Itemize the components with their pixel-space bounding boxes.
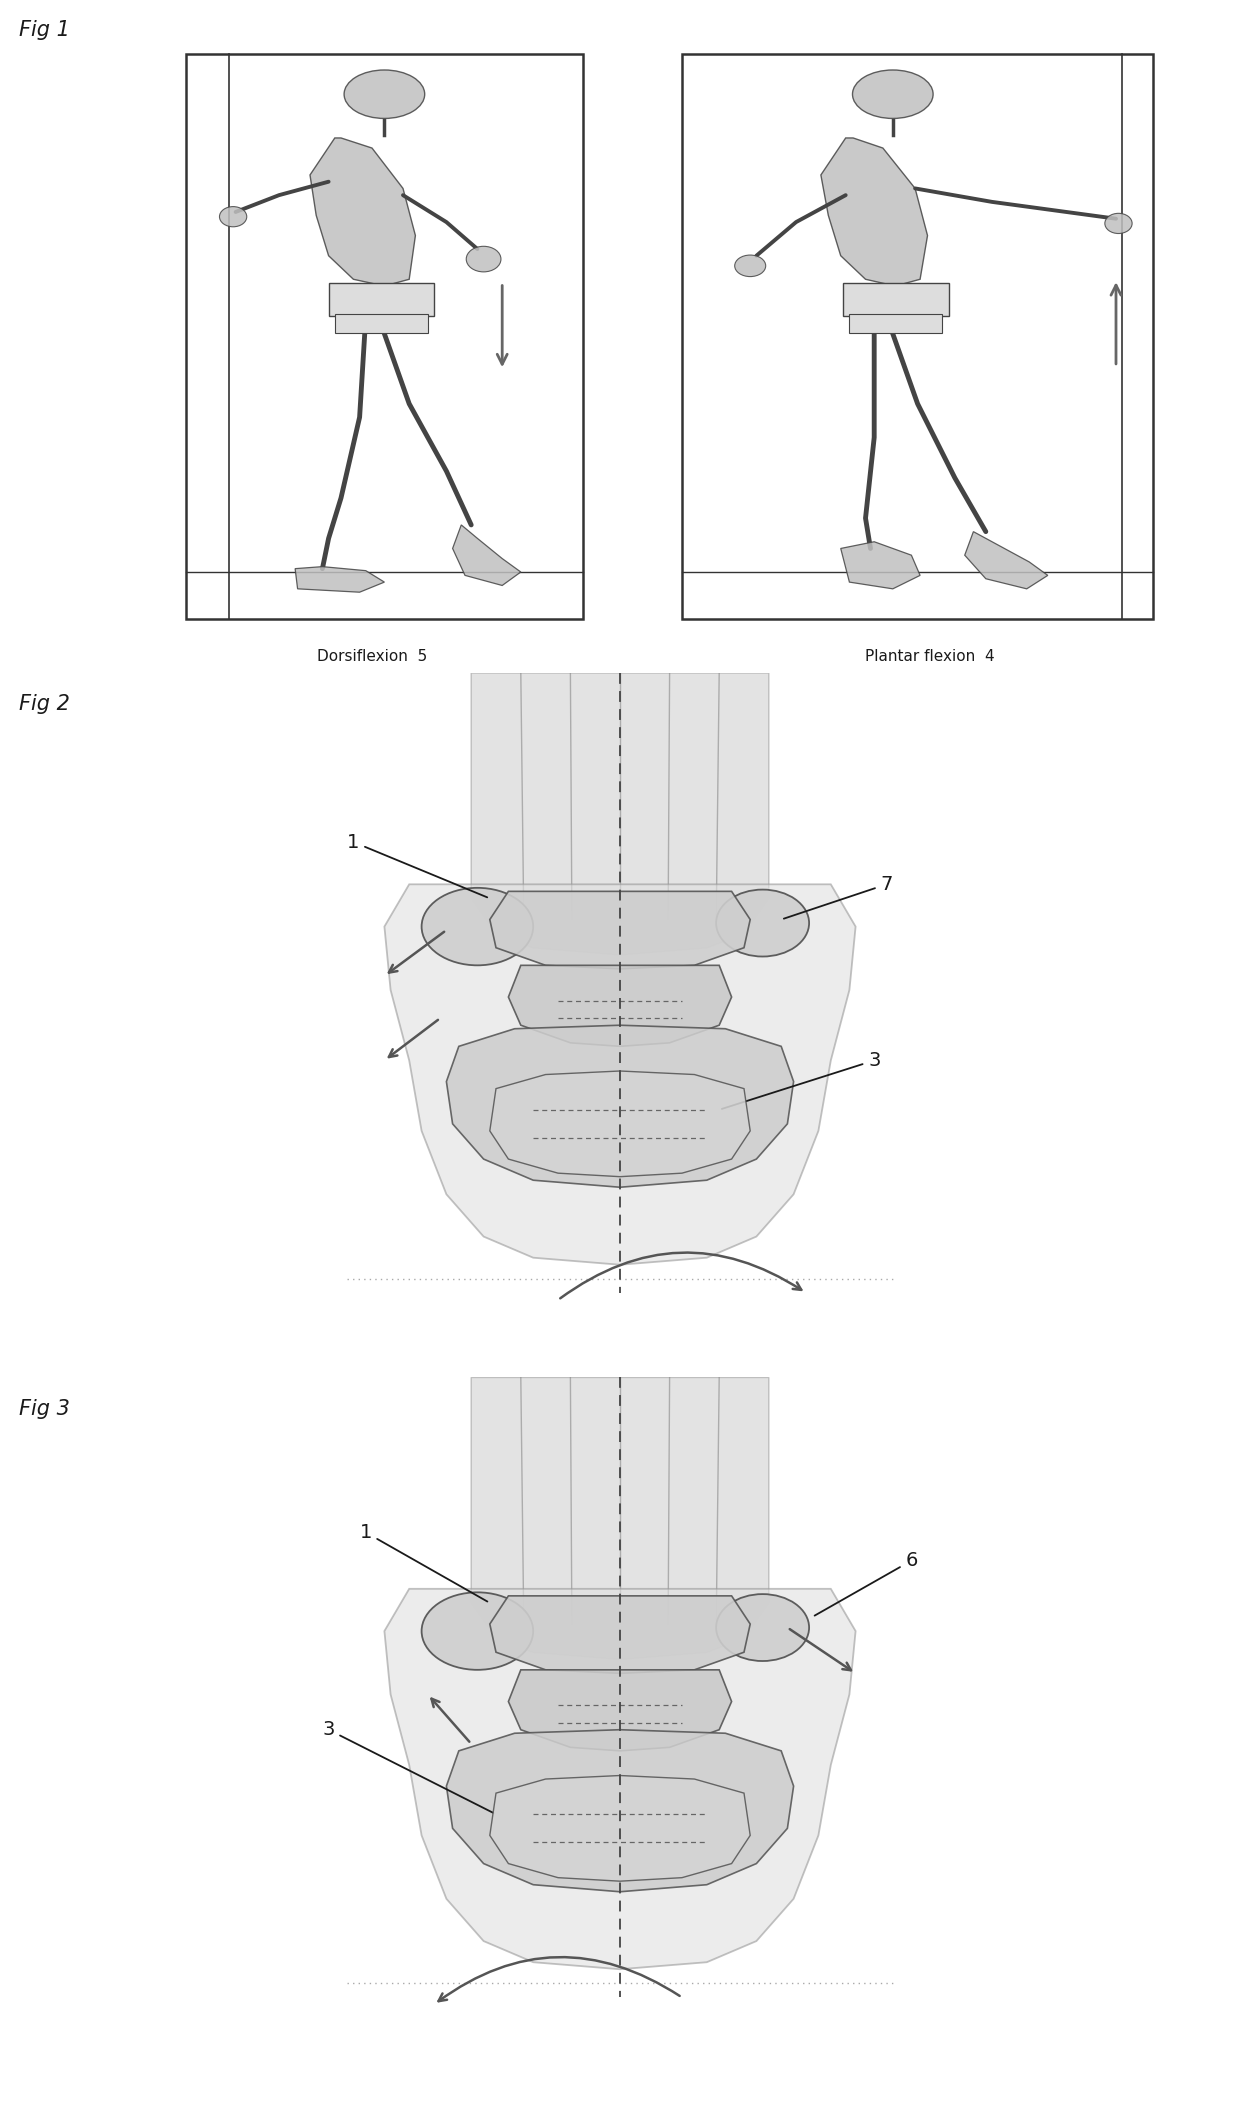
Text: 1: 1 (360, 1523, 487, 1602)
Text: 6: 6 (815, 1552, 918, 1615)
Text: Fig 1: Fig 1 (19, 21, 69, 40)
Polygon shape (453, 526, 521, 585)
Ellipse shape (717, 1594, 808, 1661)
Ellipse shape (219, 206, 247, 227)
Ellipse shape (717, 890, 808, 957)
Polygon shape (384, 1590, 856, 1968)
Text: Dorsiflexion  5: Dorsiflexion 5 (317, 650, 427, 665)
Ellipse shape (466, 246, 501, 271)
Polygon shape (821, 139, 928, 286)
Bar (186, 55, 583, 618)
Ellipse shape (853, 69, 934, 118)
Bar (682, 55, 1153, 618)
Polygon shape (295, 566, 384, 593)
Text: 3: 3 (722, 1052, 880, 1108)
Text: Fig 2: Fig 2 (19, 694, 69, 715)
Bar (843, 282, 949, 315)
Polygon shape (490, 1596, 750, 1674)
Text: Plantar flexion  4: Plantar flexion 4 (866, 650, 994, 665)
Ellipse shape (422, 887, 533, 965)
Ellipse shape (734, 254, 765, 278)
Polygon shape (446, 1729, 794, 1893)
Polygon shape (490, 1070, 750, 1178)
Text: 1: 1 (347, 833, 487, 898)
Polygon shape (490, 1775, 750, 1882)
Text: 3: 3 (322, 1720, 494, 1813)
Text: Fig 3: Fig 3 (19, 1398, 69, 1420)
Polygon shape (471, 1377, 769, 1659)
Ellipse shape (422, 1592, 533, 1670)
Ellipse shape (1105, 212, 1132, 233)
Polygon shape (508, 1670, 732, 1752)
Text: 7: 7 (784, 875, 893, 919)
Bar (329, 282, 434, 315)
Polygon shape (508, 965, 732, 1047)
Bar (335, 313, 428, 332)
Polygon shape (490, 892, 750, 969)
Ellipse shape (345, 69, 424, 118)
Polygon shape (310, 139, 415, 286)
Polygon shape (965, 532, 1048, 589)
Polygon shape (384, 883, 856, 1264)
Polygon shape (471, 673, 769, 955)
Polygon shape (446, 1026, 794, 1188)
Bar (849, 313, 942, 332)
Polygon shape (841, 543, 920, 589)
